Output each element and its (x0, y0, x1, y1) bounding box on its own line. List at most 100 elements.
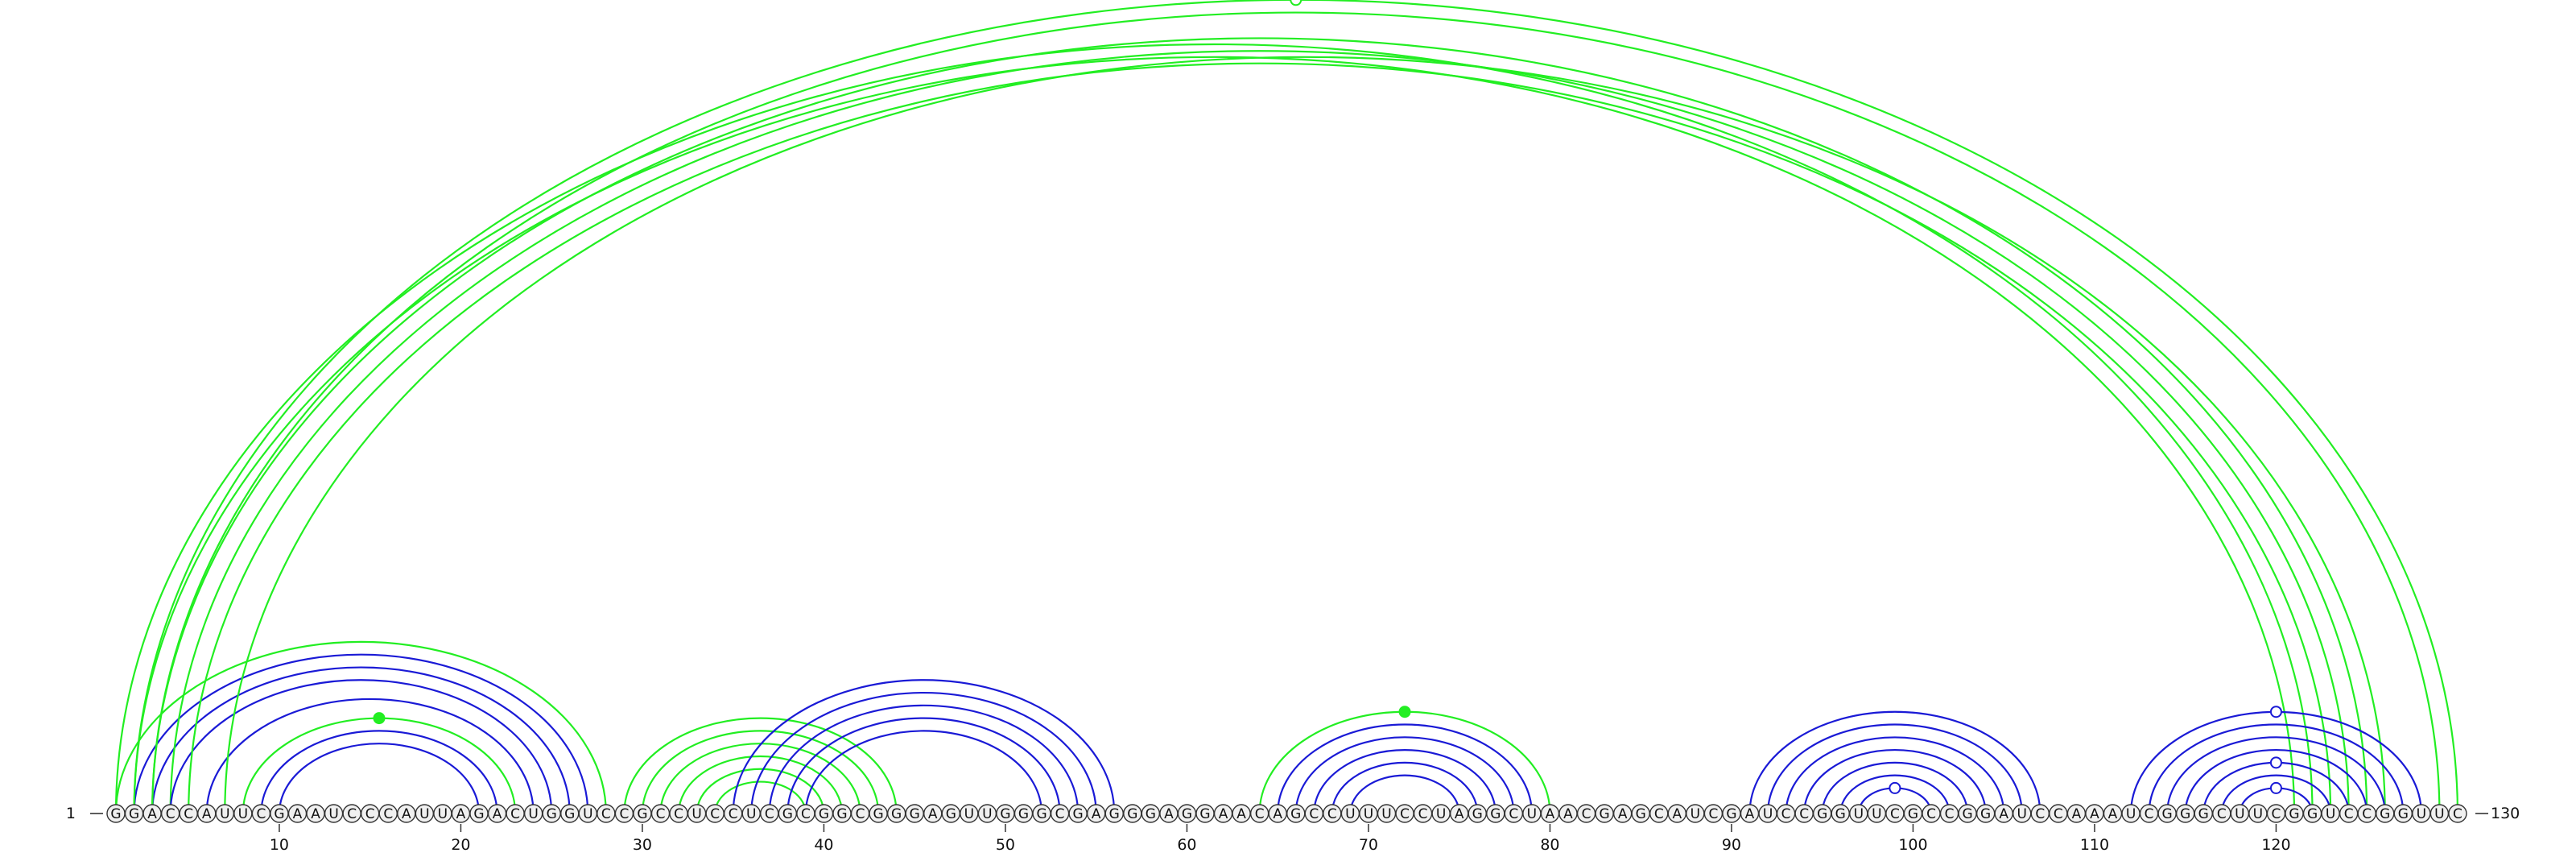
nucleotide: C (1504, 804, 1524, 823)
nucleotide: C (1249, 804, 1269, 823)
nucleotide-letter: G (1290, 806, 1301, 822)
nucleotide: G (1722, 804, 1741, 823)
nucleotide: G (633, 804, 652, 823)
nucleotide: C (2448, 804, 2467, 823)
nucleotide-letter: C (365, 806, 375, 822)
nucleotide-letter: C (1255, 806, 1265, 822)
nucleotide: G (469, 804, 489, 823)
nucleotide-letter: G (564, 806, 575, 822)
nucleotide: U (1377, 804, 1397, 823)
nucleotide: A (397, 804, 416, 823)
arc-marker (1290, 0, 1302, 6)
nucleotide: G (106, 804, 126, 823)
nucleotide: C (1794, 804, 1814, 823)
nucleotide-letter: G (836, 806, 847, 822)
nucleotide: C (1939, 804, 1959, 823)
nucleotide: C (1703, 804, 1724, 823)
nucleotide: C (2357, 804, 2376, 823)
nucleotide-letter: G (2198, 806, 2209, 822)
nucleotide-letter: G (547, 806, 557, 822)
nucleotide: A (1540, 804, 1560, 823)
nucleotide: U (687, 804, 707, 823)
nucleotide-letter: C (765, 806, 774, 822)
nucleotide-letter: A (311, 806, 320, 822)
nucleotide: U (2013, 804, 2032, 823)
nucleotide: C (361, 804, 380, 823)
tick-label: 120 (2261, 836, 2290, 854)
nucleotide-letter: C (347, 806, 357, 822)
nucleotide-letter: G (891, 806, 902, 822)
base-pair-arc (750, 691, 1097, 814)
nucleotide-letter: U (2235, 806, 2244, 822)
nucleotide-letter: U (2417, 806, 2426, 822)
nucleotide-letter: G (1980, 806, 1991, 822)
base-pair-arc (732, 679, 1116, 814)
nucleotide: C (1304, 804, 1324, 823)
nucleotide-letter: G (1036, 806, 1046, 822)
nucleotide: A (1268, 804, 1287, 823)
arc-marker (2269, 706, 2282, 718)
end-label: 130 (2491, 805, 2520, 822)
nucleotide: C (160, 804, 180, 823)
nucleotide: G (905, 804, 924, 823)
nucleotide-letter: A (1618, 806, 1628, 822)
nucleotide: U (233, 804, 253, 823)
tick-label: 90 (1722, 836, 1741, 854)
nucleotide-letter: C (1055, 806, 1065, 822)
nucleotide-letter: G (2307, 806, 2318, 822)
base-pair-arc (714, 780, 807, 814)
base-pair-arc (133, 653, 589, 814)
nucleotide-letter: C (656, 806, 666, 822)
nucleotide-letter: C (601, 806, 611, 822)
nucleotide: U (2412, 804, 2431, 823)
nucleotide-letter: U (220, 806, 229, 822)
nucleotide-letter: U (964, 806, 974, 822)
nucleotide-letter: C (1309, 806, 1319, 822)
base-pair-arc (1803, 749, 1987, 814)
nucleotide: C (724, 804, 743, 823)
nucleotide-letter: G (110, 806, 121, 822)
nucleotide-letter: G (2380, 806, 2390, 822)
nucleotide: G (270, 804, 289, 823)
nucleotide-letter: U (583, 806, 592, 822)
base-pair-arc (278, 743, 481, 814)
nucleotide: G (832, 804, 852, 823)
nucleotide-letter: A (147, 806, 157, 822)
nucleotide-letter: U (1364, 806, 1373, 822)
nucleotide-letter: G (782, 806, 793, 822)
nucleotide: G (2285, 804, 2304, 823)
nucleotide: A (1740, 804, 1760, 823)
nucleotide: A (1558, 804, 1578, 823)
nucleotide-letter: G (2398, 806, 2409, 822)
arc-marker (2269, 756, 2282, 769)
nucleotide-letter: G (274, 806, 284, 822)
nucleotide-letter: C (1945, 806, 1955, 822)
nucleotide-letter: G (2289, 806, 2299, 822)
nucleotide: U (960, 804, 979, 823)
base-pair-arc (677, 755, 844, 814)
base-pair-arc (1785, 736, 2005, 814)
base-pair-arc (133, 0, 2459, 814)
arc-marker (1398, 706, 1411, 718)
nucleotide: U (1431, 804, 1451, 823)
nucleotide: G (2175, 804, 2195, 823)
nucleotide-letter: A (1164, 806, 1174, 822)
nucleotide: C (1885, 804, 1905, 823)
nucleotide: G (2157, 804, 2177, 823)
nucleotide-letter: G (1073, 806, 1084, 822)
base-pair-arc (114, 640, 607, 814)
nucleotide: C (2339, 804, 2359, 823)
base-pair-arc (151, 37, 2368, 814)
nucleotide: U (1849, 804, 1868, 823)
nucleotide: U (2321, 804, 2340, 823)
nucleotide-letter: A (1273, 806, 1282, 822)
nucleotide-letter: U (2434, 806, 2444, 822)
nucleotide: A (923, 804, 943, 823)
nucleotide: G (1831, 804, 1850, 823)
nucleotide: G (2302, 804, 2322, 823)
nucleotide-letter: U (1872, 806, 1881, 822)
nucleotide: G (1812, 804, 1832, 823)
nucleotide: U (523, 804, 543, 823)
tick-label: 30 (633, 836, 652, 854)
tick-label: 100 (1898, 836, 1927, 854)
